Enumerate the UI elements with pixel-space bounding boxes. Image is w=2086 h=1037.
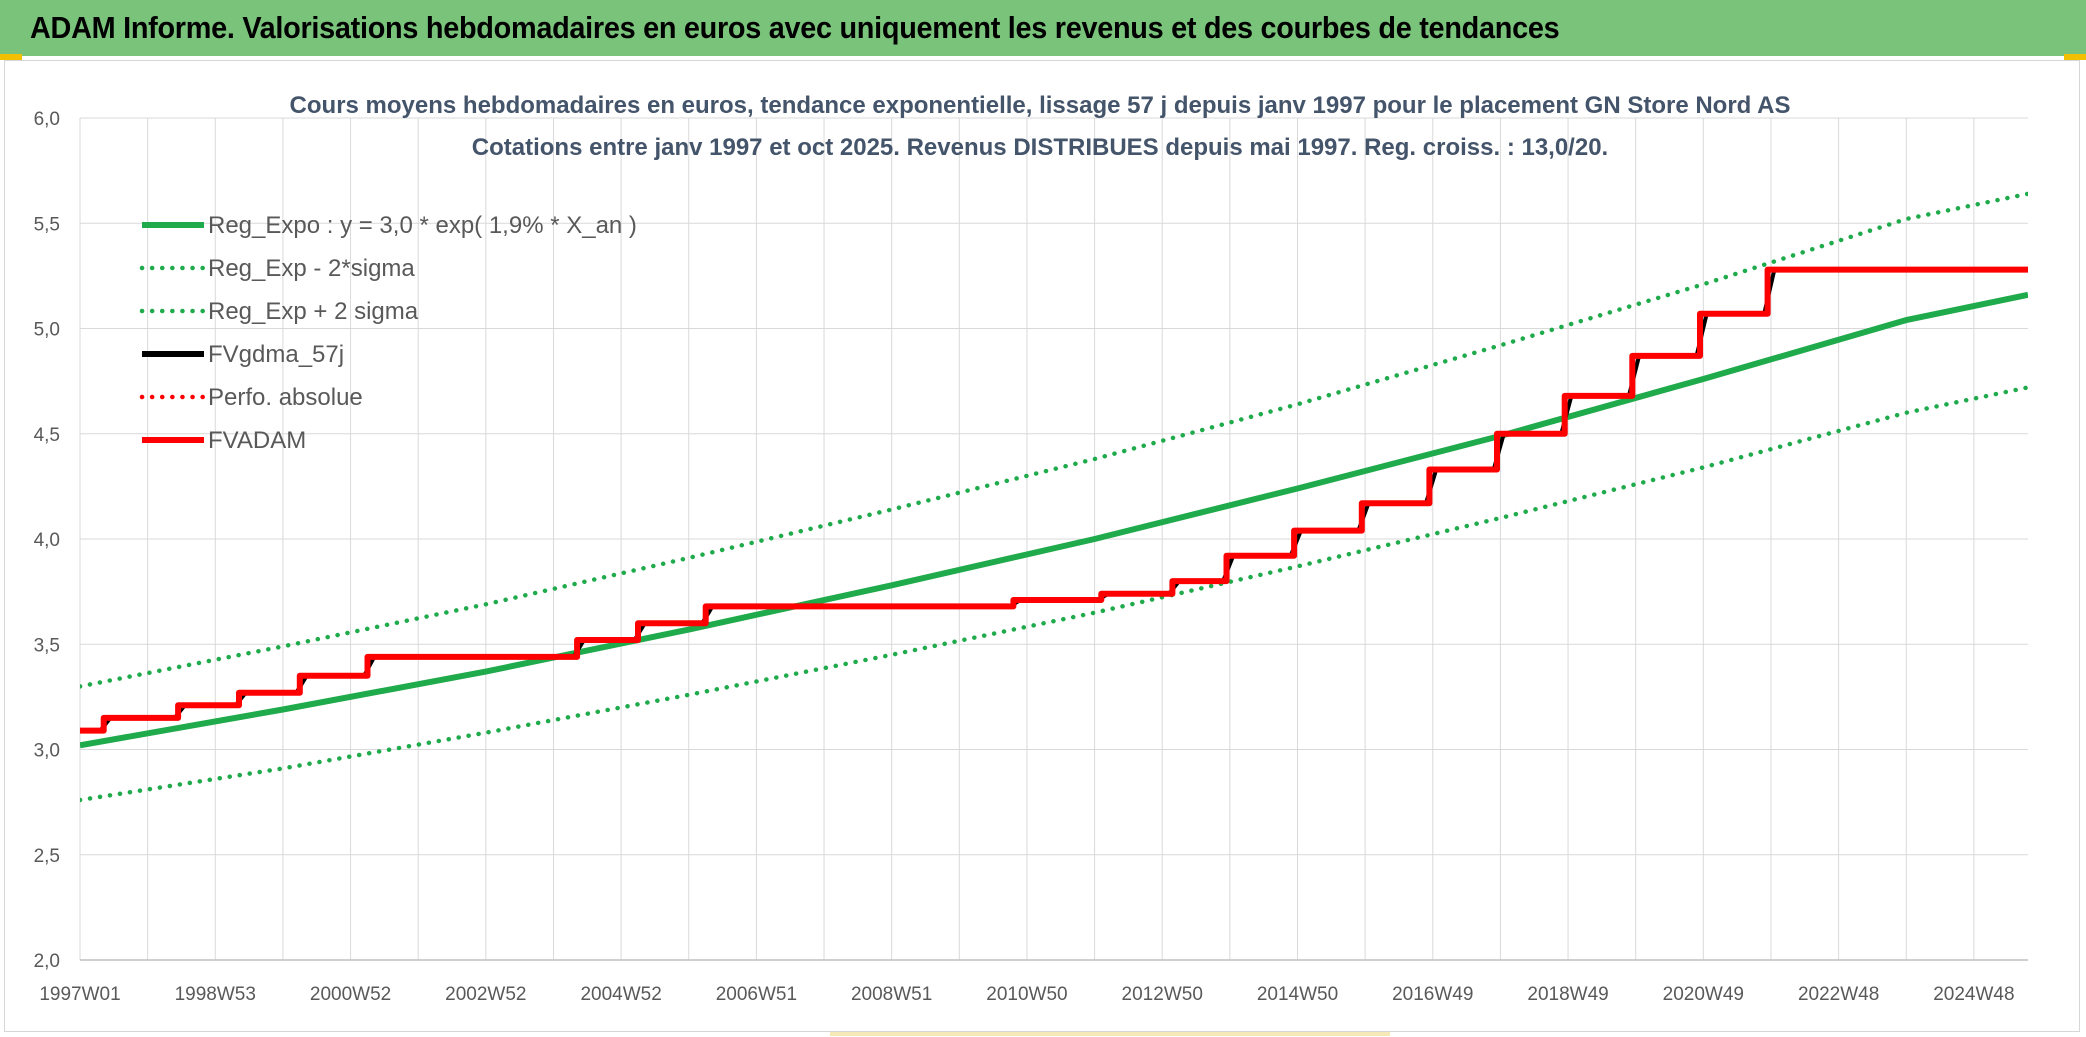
y-tick-label: 2,0 (34, 951, 60, 972)
corner-accent-left (0, 54, 22, 60)
x-tick-label: 2006W51 (716, 984, 797, 1005)
x-tick-label: 2022W48 (1798, 984, 1879, 1005)
y-tick-label: 5,0 (34, 320, 60, 341)
x-tick-label: 2018W49 (1527, 984, 1608, 1005)
y-tick-label: 4,5 (34, 425, 60, 446)
legend-label: Perfo. absolue (208, 384, 363, 411)
chart-frame (4, 60, 2080, 1032)
x-tick-label: 2024W48 (1933, 984, 2014, 1005)
series-line-4 (80, 266, 2028, 734)
legend: Reg_Expo : y = 3,0 * exp( 1,9% * X_an ) R… (139, 212, 637, 454)
x-tick-label: 2010W50 (986, 984, 1067, 1005)
y-axis: 2,0 2,5 3,0 3,5 4,0 4,5 5,0 5,5 6,0 (34, 109, 60, 972)
x-tick-label: 2008W51 (851, 984, 932, 1005)
report-banner: ADAM Informe. Valorisations hebdomadaire… (0, 0, 2086, 56)
x-axis: 1997W01 1998W53 2000W52 2002W52 2004W52 2006W… (39, 984, 2014, 1005)
series-line-1 (80, 385, 2028, 803)
chart-subtitle: Cotations entre janv 1997 et oct 2025. R… (472, 134, 1608, 161)
y-tick-label: 5,5 (34, 214, 60, 235)
x-tick-label: 1997W01 (39, 984, 120, 1005)
x-tick-label: 2000W52 (310, 984, 391, 1005)
y-tick-label: 2,5 (34, 846, 60, 867)
x-tick-label: 1998W53 (175, 984, 256, 1005)
series-layer (80, 191, 2028, 803)
y-tick-label: 4,0 (34, 530, 60, 551)
x-tick-label: 2014W50 (1257, 984, 1338, 1005)
legend-label: Reg_Exp - 2*sigma (208, 255, 415, 282)
series-line-3 (80, 267, 2028, 733)
y-tick-label: 3,0 (34, 741, 60, 762)
x-tick-label: 2012W50 (1122, 984, 1203, 1005)
y-tick-label: 3,5 (34, 635, 60, 656)
grid (79, 117, 2028, 961)
report-title: ADAM Informe. Valorisations hebdomadaire… (30, 10, 1560, 45)
series-line-0 (80, 291, 2028, 749)
x-tick-label: 2004W52 (580, 984, 661, 1005)
chart-title: Cours moyens hebdomadaires en euros, ten… (290, 92, 1791, 119)
legend-label: FVgdma_57j (208, 341, 344, 368)
y-tick-label: 6,0 (34, 109, 60, 130)
legend-label: Reg_Expo : y = 3,0 * exp( 1,9% * X_an ) (208, 212, 637, 239)
legend-label: FVADAM (208, 427, 306, 454)
x-tick-label: 2016W49 (1392, 984, 1473, 1005)
corner-accent-bottom (830, 1031, 1390, 1036)
x-tick-label: 2020W49 (1663, 984, 1744, 1005)
corner-accent-right (2064, 54, 2086, 60)
x-tick-label: 2002W52 (445, 984, 526, 1005)
series-line-2 (80, 191, 2028, 689)
legend-label: Reg_Exp + 2 sigma (208, 298, 419, 325)
